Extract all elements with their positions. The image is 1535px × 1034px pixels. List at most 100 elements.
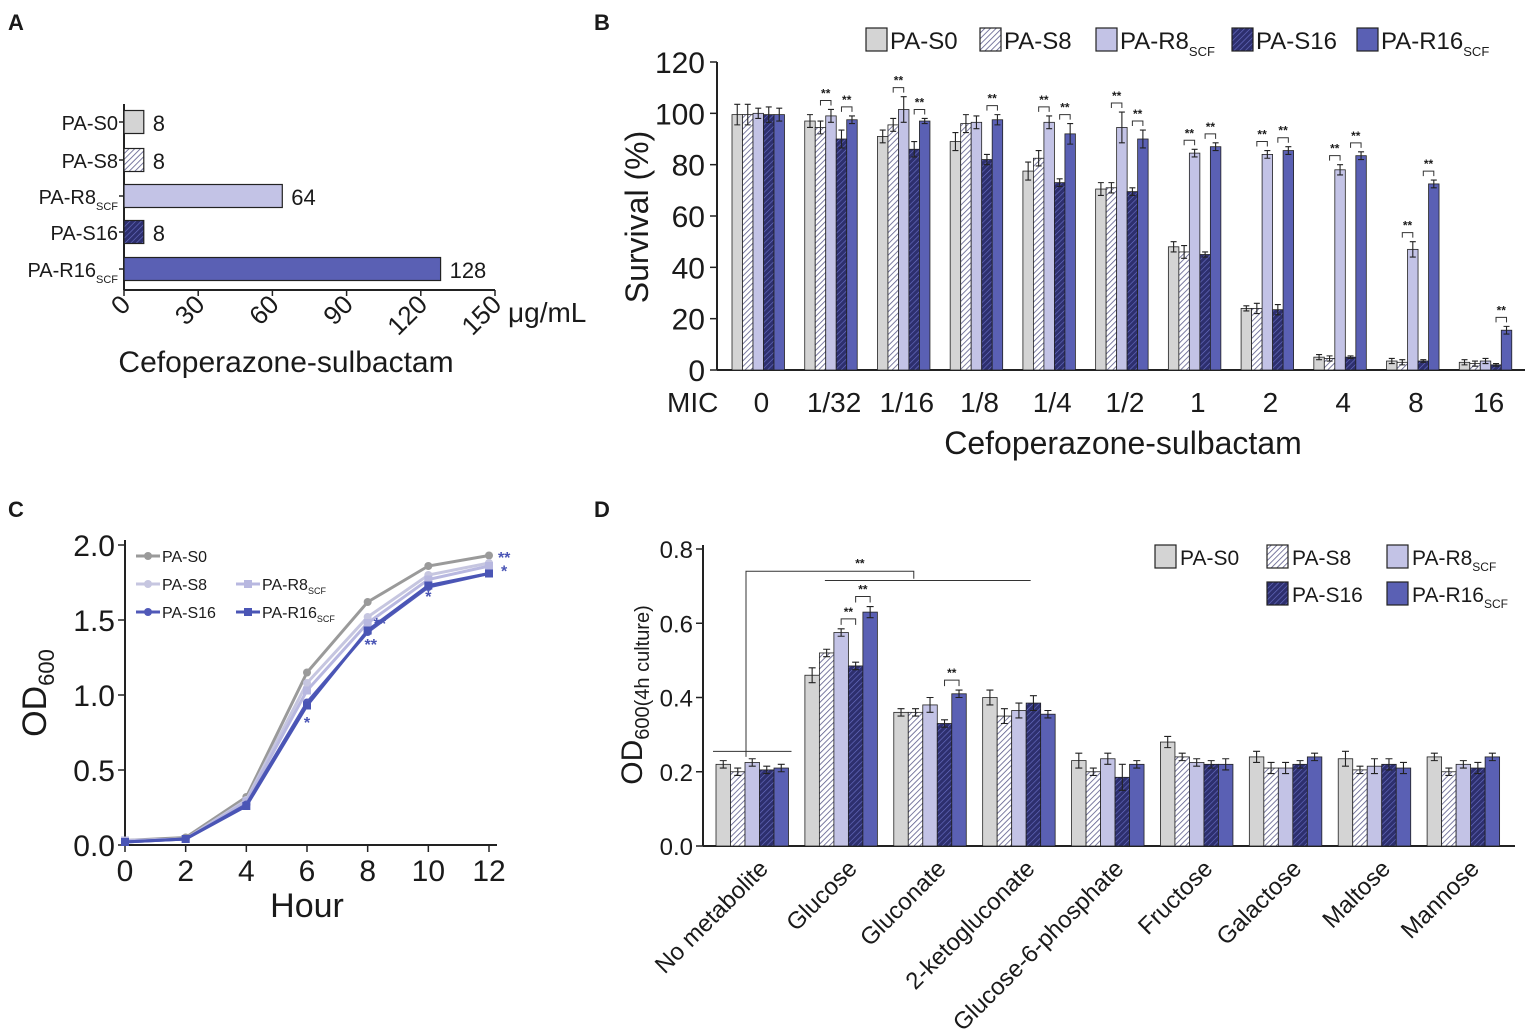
b-bar-pa-s0 bbox=[1022, 170, 1034, 371]
b-x-tick-label: 1/16 bbox=[880, 387, 935, 418]
c-significance-label: * bbox=[304, 715, 311, 732]
d-bar-pa-s16 bbox=[1470, 767, 1486, 847]
d-bar-pa-r8scf bbox=[1100, 758, 1116, 847]
b-error-bar bbox=[1181, 244, 1188, 259]
b-significance-label: ** bbox=[1112, 89, 1122, 103]
b-significance-label: ** bbox=[1185, 126, 1195, 140]
b-significance-label: ** bbox=[1497, 303, 1507, 317]
b-legend-label: PA-R16SCF bbox=[1381, 28, 1489, 59]
b-significance-label: ** bbox=[1039, 93, 1049, 107]
b-y-tick-label: 100 bbox=[655, 98, 705, 131]
b-bar-pa-s0 bbox=[877, 136, 889, 371]
c-y-tick-label: 1.0 bbox=[73, 680, 115, 713]
b-significance-bracket bbox=[1183, 139, 1196, 146]
d-bar-pa-r16scf bbox=[1040, 713, 1056, 847]
c-legend-marker bbox=[244, 580, 252, 588]
b-error-bar bbox=[952, 132, 959, 152]
b-error-bar bbox=[1503, 325, 1510, 335]
b-significance-label: ** bbox=[1278, 124, 1288, 138]
b-bar-pa-s16 bbox=[1272, 309, 1284, 371]
b-error-bar bbox=[1035, 150, 1042, 167]
panel-d-chart: PA-S0 PA-S8 PA-R8SCF PA-S16 PA-R16SCF 0.0 0.2… bbox=[616, 537, 1515, 1034]
b-x-tick-label: 1/8 bbox=[960, 387, 999, 418]
b-bar-pa-s8 bbox=[1105, 187, 1118, 371]
d-error-bar bbox=[837, 628, 845, 637]
a-category-label: PA-R8SCF bbox=[39, 187, 119, 213]
b-bar-pa-s8 bbox=[814, 127, 827, 371]
b-error-bar bbox=[1118, 111, 1125, 144]
d-significance-label: ** bbox=[947, 666, 957, 680]
b-bar-pa-s8 bbox=[960, 123, 972, 371]
d-bar-pa-r8scf bbox=[1189, 762, 1205, 847]
b-error-bar bbox=[848, 115, 855, 125]
panel-label-a: A bbox=[8, 10, 24, 35]
d-error-bar bbox=[1311, 752, 1319, 762]
a-category-label: PA-S0 bbox=[62, 113, 118, 135]
b-error-bar bbox=[1202, 251, 1209, 258]
b-bar-pa-r16scf bbox=[1209, 146, 1222, 371]
b-error-bar bbox=[1097, 182, 1104, 197]
b-significance-label: ** bbox=[1133, 107, 1143, 121]
c-point bbox=[424, 562, 433, 570]
d-bar-pa-s0 bbox=[715, 763, 731, 847]
b-significance-bracket bbox=[1495, 316, 1508, 323]
b-bar-pa-r16scf bbox=[846, 119, 858, 371]
d-error-bar bbox=[1207, 760, 1215, 769]
d-legend-label: PA-S0 bbox=[1180, 547, 1239, 570]
a-bar-pa-r16scf bbox=[123, 256, 442, 282]
c-y-tick-label: 0.5 bbox=[73, 755, 115, 788]
a-x-tick-label: 60 bbox=[243, 289, 285, 331]
d-bar-pa-r16scf bbox=[1484, 756, 1501, 847]
c-legend-label: PA-S16 bbox=[162, 605, 216, 622]
d-error-bar bbox=[1488, 752, 1496, 762]
d-x-tick-label: No metabolite bbox=[650, 855, 774, 979]
c-legend-marker bbox=[244, 608, 252, 616]
d-error-bar bbox=[1015, 702, 1023, 719]
b-significance-bracket bbox=[1350, 142, 1362, 148]
b-significance-bracket bbox=[819, 99, 832, 106]
d-bar-pa-r16scf bbox=[862, 611, 878, 847]
panel-label-b: B bbox=[594, 10, 610, 35]
c-point bbox=[485, 551, 493, 560]
d-bar-pa-s8 bbox=[1263, 767, 1279, 847]
d-bar-pa-s0 bbox=[1337, 758, 1354, 847]
b-bar-pa-r16scf bbox=[773, 114, 785, 371]
b-significance-bracket bbox=[1204, 133, 1217, 139]
d-error-bar bbox=[1356, 765, 1364, 775]
c-legend-label: PA-R8SCF bbox=[262, 577, 326, 596]
d-y-tick-label: 0.0 bbox=[660, 834, 693, 861]
d-error-bar bbox=[1385, 758, 1393, 771]
b-error-bar bbox=[1253, 302, 1260, 315]
d-error-bar bbox=[1044, 709, 1052, 719]
d-bar-pa-r16scf bbox=[1218, 763, 1234, 847]
d-error-bar bbox=[897, 708, 905, 717]
b-error-bar bbox=[817, 120, 824, 135]
b-significance-label: ** bbox=[915, 95, 925, 109]
d-bar-pa-s8 bbox=[818, 652, 835, 847]
b-legend-label: PA-R8SCF bbox=[1120, 28, 1215, 59]
d-bar-pa-s16 bbox=[936, 723, 953, 847]
d-significance-label: ** bbox=[844, 605, 854, 619]
d-error-bar bbox=[1118, 763, 1126, 791]
b-error-bar bbox=[900, 96, 907, 123]
b-error-bar bbox=[734, 103, 741, 126]
a-category-label: PA-S16 bbox=[51, 223, 118, 245]
c-y-tick-label: 0.0 bbox=[73, 830, 115, 863]
d-legend-swatch-pa-s0 bbox=[1154, 544, 1177, 569]
d-bar-pa-s8 bbox=[1085, 771, 1101, 847]
c-point bbox=[363, 626, 372, 635]
d-error-bar bbox=[955, 689, 963, 699]
d-bar-pa-s0 bbox=[1160, 741, 1176, 847]
b-bar-pa-s8 bbox=[887, 124, 899, 371]
d-error-bar bbox=[1445, 767, 1453, 777]
d-legend-label: PA-S8 bbox=[1292, 547, 1351, 570]
d-bar-pa-r16scf bbox=[1129, 763, 1145, 847]
d-error-bar bbox=[852, 661, 860, 671]
b-error-bar bbox=[1056, 178, 1063, 188]
d-bar-pa-s0 bbox=[893, 711, 909, 847]
b-bar-pa-r8scf bbox=[898, 109, 910, 371]
b-significance-label: ** bbox=[1257, 128, 1267, 142]
b-bar-pa-s8 bbox=[1033, 157, 1045, 371]
d-error-bar bbox=[763, 765, 771, 775]
b-error-bar bbox=[776, 107, 783, 122]
